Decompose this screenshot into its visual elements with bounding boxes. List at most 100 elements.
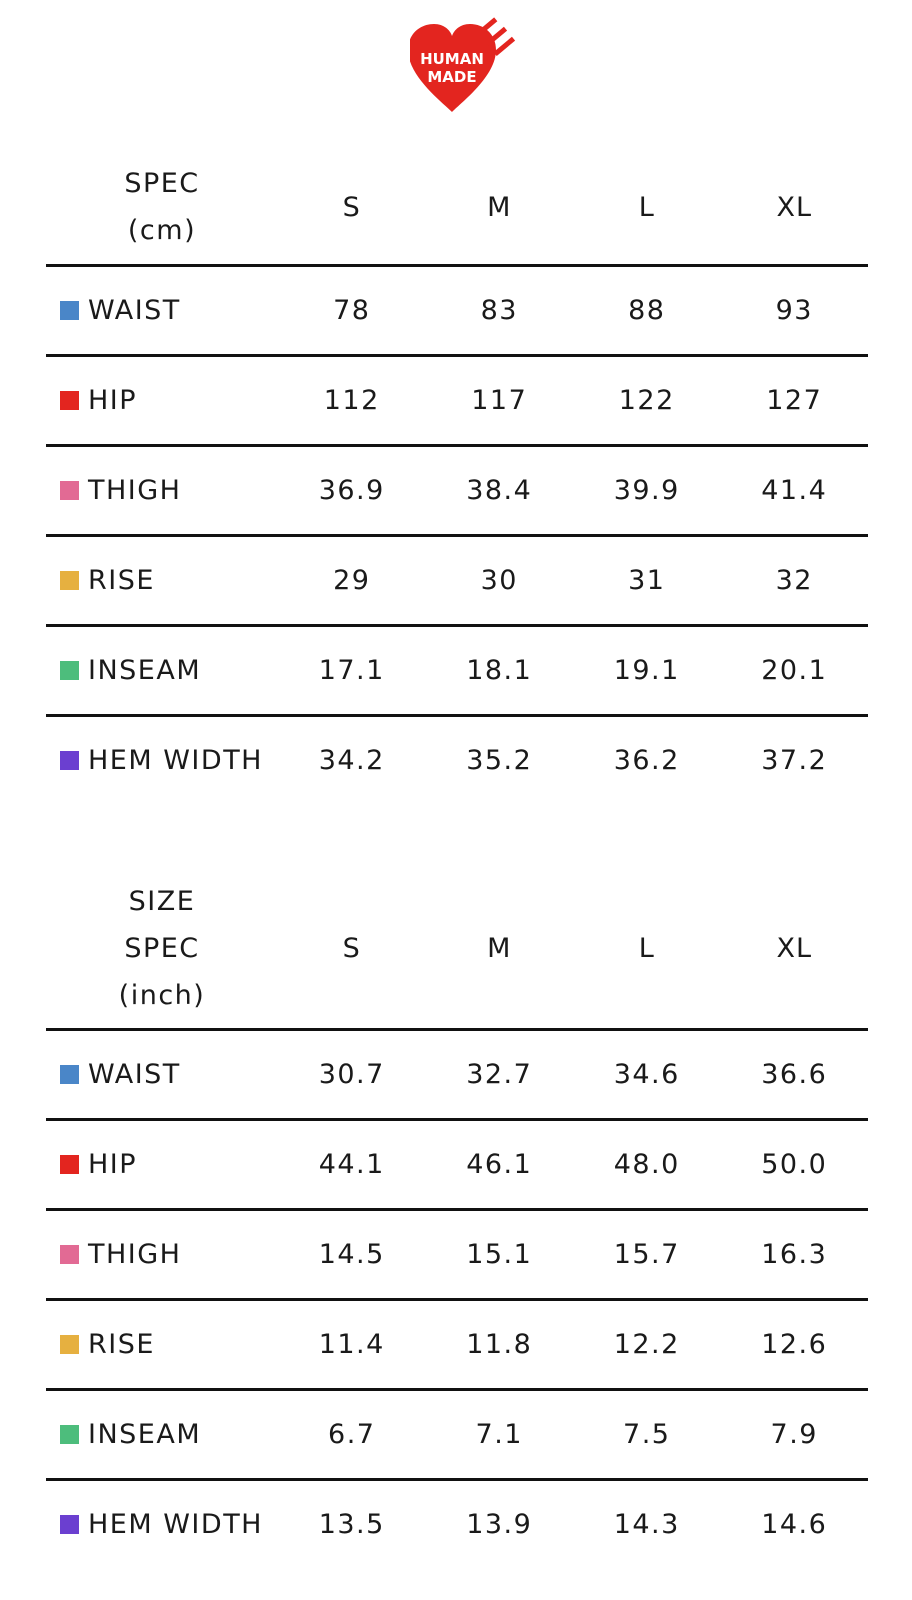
row-label-text: HEM WIDTH xyxy=(88,1509,263,1540)
cell-value: 15.7 xyxy=(613,1239,680,1270)
cell-value: 31 xyxy=(628,565,666,596)
cell-value: 34.2 xyxy=(318,745,385,776)
row-label-text: WAIST xyxy=(88,1059,181,1090)
logo-stroke-3 xyxy=(493,36,516,57)
color-swatch xyxy=(60,1155,79,1174)
row-label-text: INSEAM xyxy=(88,1419,202,1450)
row-label: INSEAM xyxy=(46,1419,278,1450)
size-table-inch: SIZE SPEC (inch) S M L XL WAIST 30.7 32.… xyxy=(46,868,868,1568)
cell-value: 35.2 xyxy=(466,745,533,776)
color-swatch xyxy=(60,1335,79,1354)
color-swatch xyxy=(60,661,79,680)
cell-value: 36.2 xyxy=(613,745,680,776)
cell-value: 20.1 xyxy=(761,655,828,686)
size-header-l: L xyxy=(638,932,655,964)
cell-value: 14.3 xyxy=(613,1509,680,1540)
color-swatch xyxy=(60,1245,79,1264)
cell-value: 44.1 xyxy=(318,1149,385,1180)
row-label: HEM WIDTH xyxy=(46,745,278,776)
spec-header-label: SIZE SPEC (inch) xyxy=(46,878,278,1019)
cell-value: 46.1 xyxy=(466,1149,533,1180)
row-label: THIGH xyxy=(46,1239,278,1270)
size-header-m: M xyxy=(487,191,512,223)
color-swatch xyxy=(60,571,79,590)
row-label-text: RISE xyxy=(88,1329,155,1360)
table-row: HIP 112 117 122 127 xyxy=(46,354,868,444)
cell-value: 50.0 xyxy=(761,1149,828,1180)
size-header-s: S xyxy=(342,932,361,964)
cell-value: 34.6 xyxy=(613,1059,680,1090)
row-label-text: THIGH xyxy=(88,1239,182,1270)
color-swatch xyxy=(60,1515,79,1534)
row-label: HEM WIDTH xyxy=(46,1509,278,1540)
color-swatch xyxy=(60,1065,79,1084)
logo-stroke-2 xyxy=(485,26,508,47)
cell-value: 12.2 xyxy=(613,1329,680,1360)
spec-header-line: SPEC xyxy=(124,168,200,199)
size-header-xl: XL xyxy=(776,932,813,964)
logo-text-made: MADE xyxy=(427,68,476,86)
size-header-l: L xyxy=(638,191,655,223)
cell-value: 30 xyxy=(480,565,518,596)
table-row: THIGH 36.9 38.4 39.9 41.4 xyxy=(46,444,868,534)
table-row: WAIST 78 83 88 93 xyxy=(46,264,868,354)
row-label: INSEAM xyxy=(46,655,278,686)
row-label-text: HIP xyxy=(88,385,138,416)
row-label: RISE xyxy=(46,565,278,596)
spec-header-line: SPEC xyxy=(124,932,200,964)
cell-value: 6.7 xyxy=(328,1419,376,1450)
cell-value: 17.1 xyxy=(318,655,385,686)
table-row: HEM WIDTH 34.2 35.2 36.2 37.2 xyxy=(46,714,868,804)
cell-value: 36.6 xyxy=(761,1059,828,1090)
row-label-text: INSEAM xyxy=(88,655,202,686)
cell-value: 32 xyxy=(775,565,813,596)
table-header: SPEC (cm) S M L XL xyxy=(46,150,868,264)
row-label-text: HEM WIDTH xyxy=(88,745,263,776)
cell-value: 39.9 xyxy=(613,475,680,506)
size-table-cm: SPEC (cm) S M L XL WAIST 78 83 88 93 HIP… xyxy=(46,150,868,804)
cell-value: 16.3 xyxy=(761,1239,828,1270)
cell-value: 88 xyxy=(628,295,666,326)
table-row: RISE 11.4 11.8 12.2 12.6 xyxy=(46,1298,868,1388)
spec-header-line: (cm) xyxy=(127,215,197,246)
cell-value: 127 xyxy=(766,385,823,416)
cell-value: 122 xyxy=(618,385,675,416)
cell-value: 83 xyxy=(480,295,518,326)
cell-value: 14.6 xyxy=(761,1509,828,1540)
table-row: INSEAM 17.1 18.1 19.1 20.1 xyxy=(46,624,868,714)
cell-value: 30.7 xyxy=(318,1059,385,1090)
cell-value: 14.5 xyxy=(318,1239,385,1270)
size-header-m: M xyxy=(487,932,512,964)
color-swatch xyxy=(60,301,79,320)
color-swatch xyxy=(60,481,79,500)
table-header: SIZE SPEC (inch) S M L XL xyxy=(46,868,868,1028)
cell-value: 13.5 xyxy=(318,1509,385,1540)
cell-value: 18.1 xyxy=(466,655,533,686)
table-row: THIGH 14.5 15.1 15.7 16.3 xyxy=(46,1208,868,1298)
spec-header-line: SIZE xyxy=(128,885,196,917)
cell-value: 29 xyxy=(333,565,371,596)
cell-value: 11.4 xyxy=(318,1329,385,1360)
human-made-heart-logo: HUMAN MADE xyxy=(410,17,516,112)
cell-value: 37.2 xyxy=(761,745,828,776)
cell-value: 112 xyxy=(323,385,380,416)
color-swatch xyxy=(60,1425,79,1444)
cell-value: 32.7 xyxy=(466,1059,533,1090)
cell-value: 7.5 xyxy=(623,1419,671,1450)
row-label-text: HIP xyxy=(88,1149,138,1180)
cell-value: 12.6 xyxy=(761,1329,828,1360)
cell-value: 117 xyxy=(471,385,528,416)
row-label: THIGH xyxy=(46,475,278,506)
cell-value: 38.4 xyxy=(466,475,533,506)
row-label: HIP xyxy=(46,1149,278,1180)
size-header-xl: XL xyxy=(776,191,813,223)
cell-value: 11.8 xyxy=(466,1329,533,1360)
cell-value: 7.9 xyxy=(770,1419,818,1450)
cell-value: 13.9 xyxy=(466,1509,533,1540)
cell-value: 48.0 xyxy=(613,1149,680,1180)
spec-header-label: SPEC (cm) xyxy=(46,160,278,254)
cell-value: 78 xyxy=(333,295,371,326)
cell-value: 36.9 xyxy=(318,475,385,506)
size-header-s: S xyxy=(342,191,361,223)
row-label-text: WAIST xyxy=(88,295,181,326)
